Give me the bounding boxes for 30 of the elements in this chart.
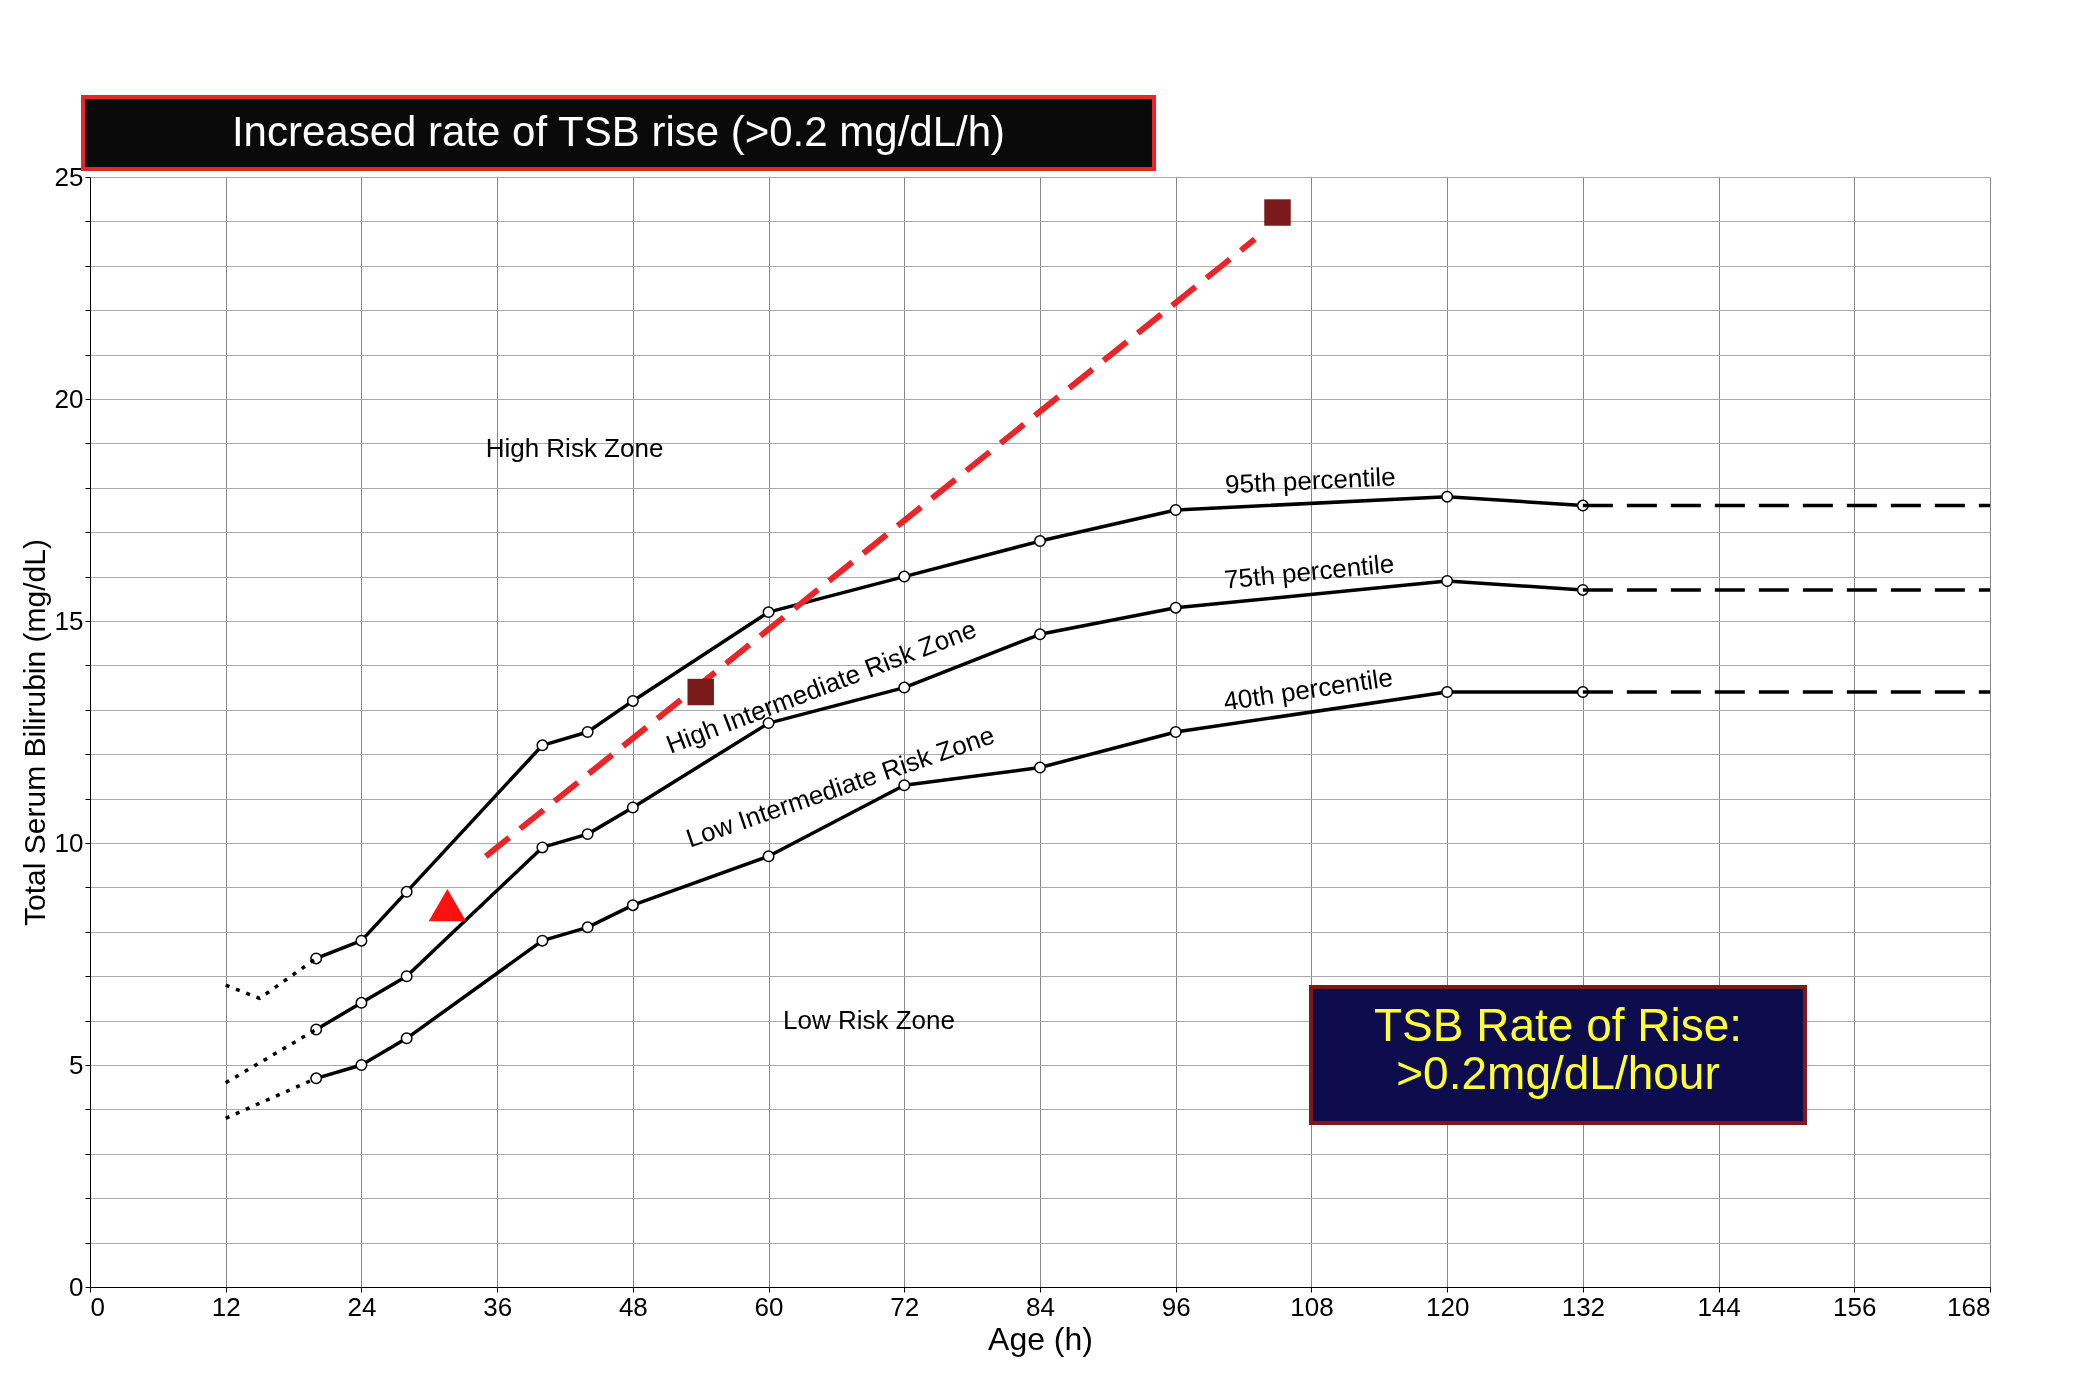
x-tick-label: 48 <box>618 1291 648 1322</box>
x-tick-label: 96 <box>1161 1291 1191 1322</box>
y-tick-label: 20 <box>54 383 84 414</box>
y-tick-label: 5 <box>69 1049 84 1080</box>
y-tick-label: 25 <box>54 161 84 192</box>
y-tick-label: 0 <box>69 1271 84 1302</box>
x-tick-label: 156 <box>1833 1291 1877 1322</box>
x-tick-label: 84 <box>1026 1291 1055 1322</box>
x-tick-label: 12 <box>211 1291 241 1322</box>
x-axis-title: Age (h) <box>988 1320 1093 1357</box>
text: 75th percentile <box>1222 548 1396 595</box>
annotation: High Risk Zone <box>485 432 664 463</box>
x-tick-label: 72 <box>890 1291 920 1322</box>
x-tick-label: 108 <box>1290 1291 1334 1322</box>
y-tick-label: 10 <box>54 827 84 858</box>
x-tick-label: 168 <box>1947 1291 1991 1322</box>
x-tick-label: 0 <box>90 1291 105 1322</box>
x-tick-label: 144 <box>1697 1291 1741 1322</box>
annotation: TSB Rate of Rise: >0.2mg/dL/hour <box>1373 999 1743 1099</box>
x-tick-label: 60 <box>754 1291 784 1322</box>
x-tick-label: 24 <box>347 1291 377 1322</box>
text: 40th percentile <box>1221 662 1395 717</box>
annotation: Low Risk Zone <box>783 1004 955 1035</box>
x-tick-label: 120 <box>1425 1291 1470 1322</box>
y-tick-label: 15 <box>54 605 84 636</box>
x-tick-label: 36 <box>483 1291 513 1322</box>
chart-title: Increased rate of TSB rise (>0.2 mg/dL/h) <box>231 108 1006 155</box>
x-tick-label: 132 <box>1561 1291 1606 1322</box>
y-axis-title: Total Serum Bilirubin (mg/dL) <box>17 539 51 926</box>
series-label: 95th percentile <box>1224 461 1397 500</box>
